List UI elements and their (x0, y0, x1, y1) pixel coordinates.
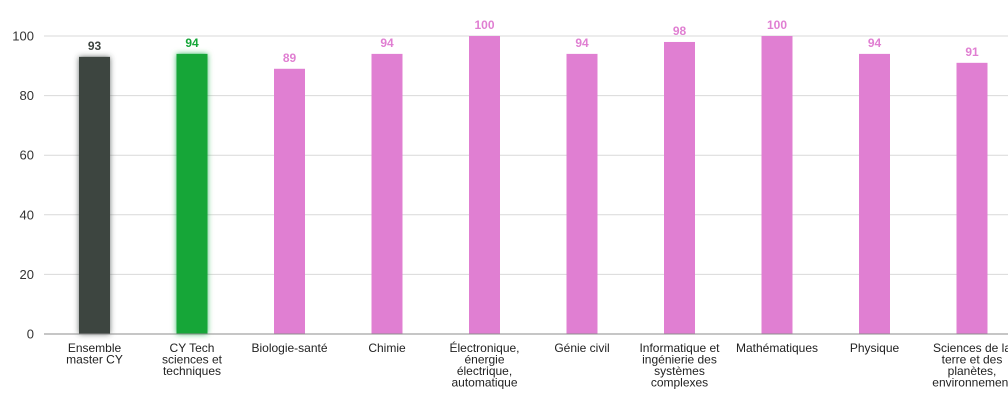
value-label: 100 (474, 18, 494, 32)
category-label: Informatique et ingénierie des systèmes com… (639, 341, 720, 390)
category-label-line: Ensemble (68, 341, 122, 355)
y-tick-label: 80 (20, 88, 34, 103)
category-label-line: sciences et (162, 353, 223, 367)
bar (371, 53, 403, 334)
category-label-line: Mathématiques (736, 341, 818, 355)
y-tick-label: 40 (20, 207, 34, 222)
category-label: Mathématiques (736, 341, 818, 355)
y-tick-label: 20 (20, 267, 34, 282)
value-label: 91 (965, 45, 979, 59)
category-label-line: énergie (464, 353, 504, 367)
value-label: 100 (767, 18, 787, 32)
value-label: 94 (185, 36, 199, 50)
category-label: Ensemble master CY (66, 341, 123, 367)
category-label-line: techniques (163, 364, 221, 378)
category-label-line: planètes, (948, 364, 997, 378)
bar (664, 41, 695, 335)
y-axis: 0 20 40 60 80 100 (12, 29, 34, 342)
category-label-line: terre et des (942, 353, 1003, 367)
value-label: 94 (380, 36, 394, 50)
value-label: 94 (868, 36, 882, 50)
category-label: Génie civil (554, 341, 609, 355)
category-label-line: systèmes (654, 364, 705, 378)
value-label: 98 (673, 24, 687, 38)
category-label-line: automatique (451, 376, 517, 390)
category-label-line: Physique (850, 341, 900, 355)
bar (469, 36, 500, 334)
category-label-line: Informatique et (639, 341, 720, 355)
bar (566, 53, 598, 334)
y-tick-label: 100 (12, 29, 34, 44)
category-label-line: Électronique, (449, 340, 519, 355)
category-label-line: Biologie-santé (251, 341, 327, 355)
category-label-line: environnement (932, 376, 1008, 390)
category-label-line: électrique, (457, 364, 512, 378)
category-label: Électronique, énergie électrique, automatiq… (449, 340, 519, 390)
bar (859, 53, 890, 334)
y-tick-label: 0 (27, 327, 34, 342)
category-label-line: Sciences de la (933, 341, 1008, 355)
bar (176, 53, 208, 334)
category-label-line: CY Tech (170, 341, 215, 355)
value-label: 93 (88, 39, 102, 53)
bar (761, 36, 793, 334)
category-label: Biologie-santé (251, 341, 327, 355)
category-label-line: ingénierie des (642, 353, 717, 367)
bar (956, 62, 988, 334)
value-label: 89 (283, 51, 297, 65)
category-label: Chimie (368, 341, 406, 355)
category-label-line: master CY (66, 353, 123, 367)
category-label-line: complexes (651, 376, 708, 390)
category-label-line: Génie civil (554, 341, 609, 355)
category-label: Physique (850, 341, 900, 355)
bar (79, 56, 110, 335)
category-label-line: Chimie (368, 341, 406, 355)
y-tick-label: 60 (20, 148, 34, 163)
bars (79, 36, 988, 335)
category-labels: Ensemble master CY CY Tech sciences et techn… (66, 340, 1008, 390)
bar (274, 68, 305, 334)
value-labels: 93 94 89 94 100 94 98 100 94 91 (88, 18, 979, 65)
value-label: 94 (575, 36, 589, 50)
category-label: Sciences de la terre et des planètes, envir… (932, 341, 1008, 390)
category-label: CY Tech sciences et techniques (162, 341, 223, 378)
